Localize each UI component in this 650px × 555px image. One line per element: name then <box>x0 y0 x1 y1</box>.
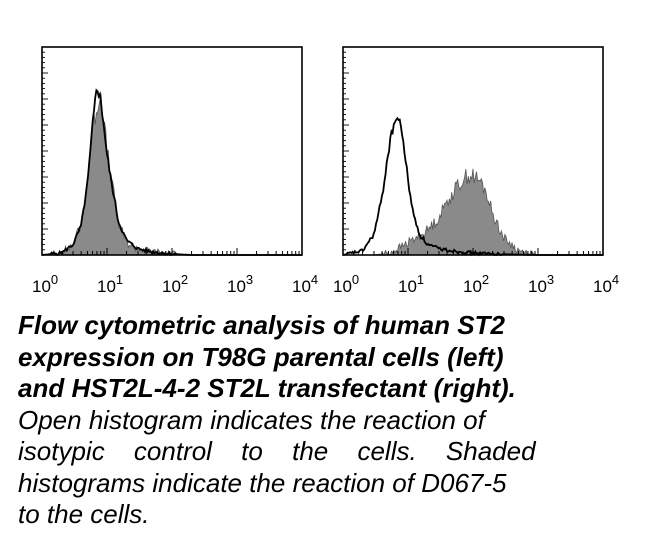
x-tick-label: 104 <box>593 272 619 296</box>
tick-exponent: 0 <box>51 272 58 287</box>
tick-exponent: 0 <box>352 272 359 287</box>
x-tick-label: 103 <box>528 272 554 296</box>
caption-line-6: histograms indicate the reaction of D067… <box>18 467 507 498</box>
tick-exponent: 4 <box>612 272 619 287</box>
tick-base: 10 <box>398 277 417 296</box>
tick-base: 10 <box>227 277 246 296</box>
tick-exponent: 3 <box>547 272 554 287</box>
tick-base: 10 <box>32 277 51 296</box>
x-tick-label: 101 <box>97 272 123 296</box>
x-tick-label: 101 <box>398 272 424 296</box>
tick-base: 10 <box>333 277 352 296</box>
tick-base: 10 <box>463 277 482 296</box>
shaded-histogram-left <box>41 93 302 257</box>
figure-caption: Flow cytometric analysis of human ST2 ex… <box>18 310 638 531</box>
tick-base: 10 <box>528 277 547 296</box>
x-tick-label: 100 <box>32 272 58 296</box>
caption-bold-line-2: expression on T98G parental cells (left) <box>18 341 504 372</box>
tick-exponent: 4 <box>311 272 318 287</box>
x-tick-label: 100 <box>333 272 359 296</box>
caption-bold-line-3: and HST2L-4-2 ST2L transfectant (right). <box>18 373 516 403</box>
x-tick-label: 102 <box>463 272 489 296</box>
tick-base: 10 <box>162 277 181 296</box>
tick-base: 10 <box>593 277 612 296</box>
caption-bold-line-1: Flow cytometric analysis of human ST2 <box>18 310 505 340</box>
tick-exponent: 2 <box>482 272 489 287</box>
caption-line-4: Open histogram indicates the reaction of <box>18 404 485 435</box>
shaded-histogram-right <box>343 168 603 257</box>
tick-base: 10 <box>97 277 116 296</box>
tick-exponent: 1 <box>417 272 424 287</box>
x-tick-label: 102 <box>162 272 188 296</box>
tick-exponent: 1 <box>116 272 123 287</box>
histogram-right: 100 101 102 103 104 <box>333 46 619 296</box>
tick-exponent: 3 <box>246 272 253 287</box>
caption-line-7: to the cells. <box>18 499 150 529</box>
histogram-left: 100 101 102 103 104 <box>32 46 318 296</box>
x-tick-label: 104 <box>292 272 318 296</box>
tick-exponent: 2 <box>181 272 188 287</box>
x-tick-label: 103 <box>227 272 253 296</box>
histogram-panels: 100 101 102 103 104 100 101 102 103 104 <box>32 46 619 296</box>
caption-line-5: isotypic control to the cells. Shaded <box>18 436 536 466</box>
tick-base: 10 <box>292 277 311 296</box>
